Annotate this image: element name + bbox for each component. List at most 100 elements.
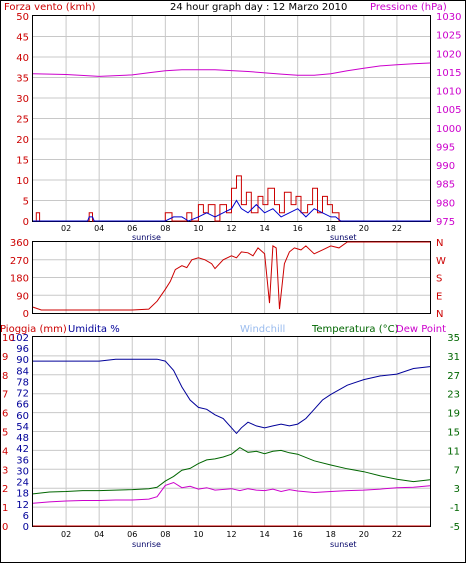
wind-axis-title: Forza vento (kmh) xyxy=(4,2,96,13)
wind-axis-tick-label: 45 xyxy=(16,33,29,44)
sunrise-label-bottom: sunrise xyxy=(132,540,161,549)
tick-layer: 02 04 06 08 10 12 14 16 18 20 22051015202530354045… xyxy=(2,12,461,539)
direction-axis-tick-label: 270 xyxy=(10,256,29,267)
pressure-axis-tick-label: 1025 xyxy=(436,31,461,42)
rain-axis-tick-label: 5 xyxy=(2,428,8,439)
compass-axis-tick-label: N xyxy=(436,238,443,249)
pressure-axis-tick-label: 995 xyxy=(436,142,455,153)
humidity-axis-tick-label: 78 xyxy=(16,377,29,388)
humidity-axis-tick-label: 12 xyxy=(16,500,29,511)
wind-axis-tick-label: 15 xyxy=(16,156,29,167)
humidity-axis-tick-label: 66 xyxy=(16,400,29,411)
chart-title: 24 hour graph day : 12 Marzo 2010 xyxy=(170,2,347,13)
rain-axis-title: Pioggia (mm) xyxy=(0,324,67,335)
humidity-x-tick-label: 06 xyxy=(127,530,137,539)
wind-axis-tick-label: 50 xyxy=(16,12,29,23)
wind-average-line xyxy=(33,199,430,222)
wind-gust-line xyxy=(35,175,430,222)
wind-axis-tick-label: 0 xyxy=(23,217,29,228)
pressure-axis-tick-label: 985 xyxy=(436,180,455,191)
wind-direction-line xyxy=(32,241,430,311)
temperature-line xyxy=(32,446,431,495)
humidity-x-tick-label: 12 xyxy=(226,530,236,539)
direction-axis-tick-label: 360 xyxy=(10,238,29,249)
pressure-line xyxy=(32,62,431,77)
humidity-axis-tick-label: 48 xyxy=(16,433,29,444)
humidity-axis-tick-label: 96 xyxy=(16,344,29,355)
compass-axis-tick-label: E xyxy=(436,291,442,302)
temperature-axis-tick-label: 7 xyxy=(454,465,460,476)
rain-axis-tick-label: 8 xyxy=(2,371,8,382)
pressure-axis-tick-label: 980 xyxy=(436,198,455,209)
humidity-x-tick-label: 16 xyxy=(293,530,303,539)
humidity-axis-title: Umidita % xyxy=(68,324,120,335)
dewpoint-legend: Dew Point xyxy=(396,324,446,335)
humidity-axis-tick-label: 42 xyxy=(16,444,29,455)
rain-axis-tick-label: 9 xyxy=(2,352,8,363)
pressure-axis-tick-label: 1010 xyxy=(436,87,461,98)
humidity-x-tick-label: 18 xyxy=(326,530,336,539)
humidity-line xyxy=(33,358,431,435)
temperature-axis-title: Temperatura (°C) xyxy=(311,324,399,335)
direction-axis-tick-label: 90 xyxy=(16,291,29,302)
humidity-x-tick-label: 02 xyxy=(61,530,71,539)
wind-axis-tick-label: 30 xyxy=(16,94,29,105)
compass-axis-tick-label: S xyxy=(436,274,442,285)
temperature-axis-tick-label: 11 xyxy=(447,446,460,457)
pressure-axis-tick-label: 990 xyxy=(436,161,455,172)
rain-axis-tick-label: 10 xyxy=(2,333,15,344)
humidity-axis-tick-label: 60 xyxy=(16,411,29,422)
humidity-axis-tick-label: 36 xyxy=(16,455,29,466)
wind-x-tick-label: 04 xyxy=(94,224,104,233)
wind-x-tick-label: 10 xyxy=(193,224,203,233)
humidity-axis-tick-label: 72 xyxy=(16,389,29,400)
humidity-x-tick-label: 10 xyxy=(193,530,203,539)
humidity-x-tick-label: 14 xyxy=(259,530,269,539)
wind-x-tick-label: 08 xyxy=(160,224,170,233)
compass-axis-tick-label: N xyxy=(436,309,443,320)
rain-axis-tick-label: 1 xyxy=(2,503,8,514)
grid-layer xyxy=(33,16,430,526)
wind-x-tick-label: 02 xyxy=(61,224,71,233)
wind-axis-tick-label: 35 xyxy=(16,74,29,85)
temperature-axis-tick-label: 19 xyxy=(447,409,460,420)
pressure-axis-tick-label: 1005 xyxy=(436,105,461,116)
wind-x-tick-label: 20 xyxy=(359,224,369,233)
humidity-axis-tick-label: 54 xyxy=(16,422,29,433)
humidity-x-tick-label: 08 xyxy=(160,530,170,539)
sunset-label-bottom: sunset xyxy=(330,540,357,549)
sunrise-label-top: sunrise xyxy=(132,233,161,242)
rain-axis-tick-label: 2 xyxy=(2,484,8,495)
wind-axis-tick-label: 10 xyxy=(16,176,29,187)
wind-x-tick-label: 22 xyxy=(392,224,402,233)
wind-x-tick-label: 06 xyxy=(127,224,137,233)
wind-axis-tick-label: 25 xyxy=(16,115,29,126)
temperature-axis-tick-label: 31 xyxy=(447,352,460,363)
humidity-axis-tick-label: 30 xyxy=(16,466,29,477)
rain-axis-tick-label: 4 xyxy=(2,446,8,457)
temperature-axis-tick-label: 27 xyxy=(447,371,460,382)
temperature-axis-tick-label: -5 xyxy=(450,522,460,533)
wind-x-tick-label: 14 xyxy=(259,224,269,233)
humidity-axis-tick-label: 6 xyxy=(23,511,29,522)
temperature-axis-tick-label: -1 xyxy=(450,503,460,514)
wind-axis-tick-label: 20 xyxy=(16,135,29,146)
rain-axis-tick-label: 3 xyxy=(2,465,8,476)
humidity-x-tick-label: 22 xyxy=(392,530,402,539)
temperature-axis-tick-label: 15 xyxy=(447,428,460,439)
wind-x-tick-label: 18 xyxy=(326,224,336,233)
pressure-axis-tick-label: 1000 xyxy=(436,124,461,135)
compass-axis-tick-label: W xyxy=(436,256,446,267)
pressure-axis-title: Pressione (hPa) xyxy=(370,2,447,13)
rain-axis-tick-label: 0 xyxy=(2,522,8,533)
dewpoint-line xyxy=(32,481,431,504)
series-layer xyxy=(32,62,431,527)
pressure-axis-tick-label: 1015 xyxy=(436,68,461,79)
direction-axis-tick-label: 180 xyxy=(10,274,29,285)
wind-axis-tick-label: 40 xyxy=(16,53,29,64)
humidity-x-tick-label: 20 xyxy=(359,530,369,539)
temperature-axis-tick-label: 35 xyxy=(447,333,460,344)
humidity-axis-tick-label: 18 xyxy=(16,489,29,500)
